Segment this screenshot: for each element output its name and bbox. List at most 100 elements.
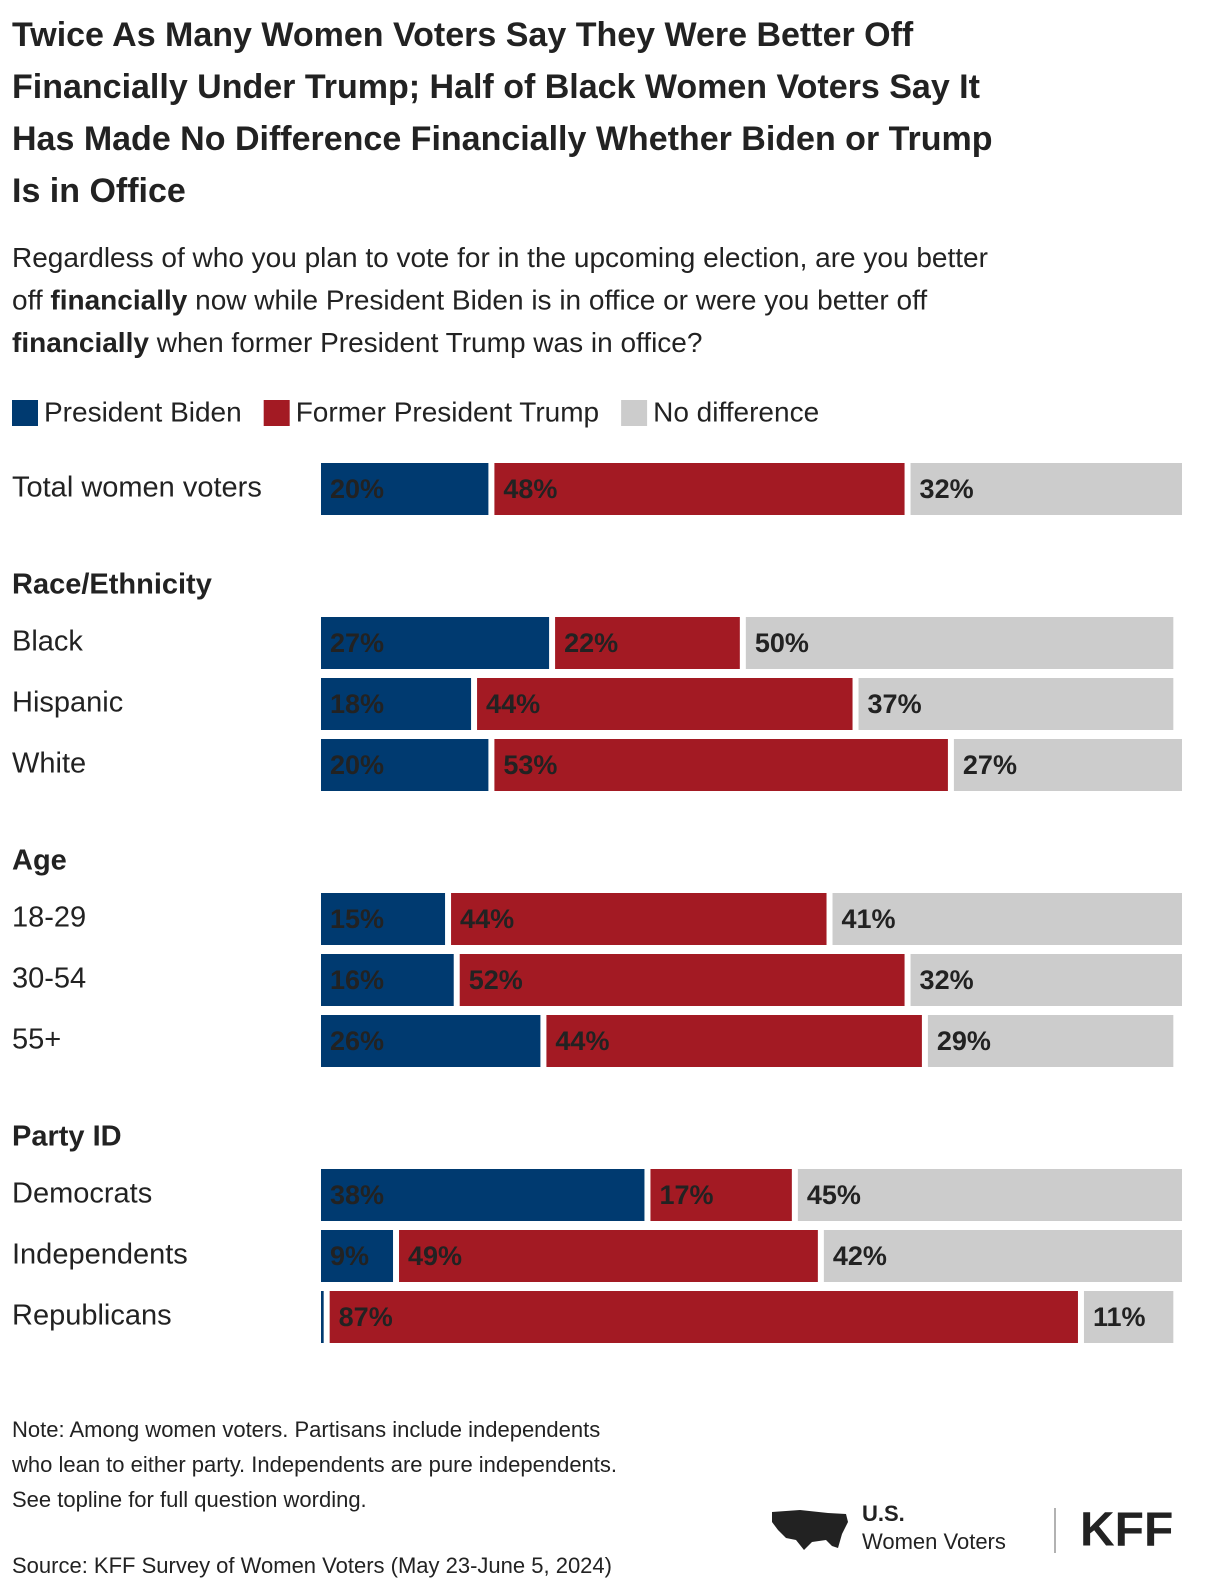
bar-segment	[321, 1169, 645, 1221]
value-label: 18%	[330, 689, 384, 719]
subtitle-text: now while President Biden is in office o…	[187, 285, 927, 316]
bar-segment	[329, 1291, 1078, 1343]
bar-segment	[858, 678, 1174, 730]
bar-segment	[494, 463, 905, 515]
bar-segment	[546, 1015, 922, 1067]
bar-segment	[832, 893, 1182, 945]
bar-segment	[953, 739, 1182, 791]
group-heading: Age	[12, 845, 67, 877]
chart-title: Is in Office	[12, 172, 186, 210]
value-label: 53%	[503, 750, 557, 780]
value-label: 20%	[330, 750, 384, 780]
category-label: White	[12, 748, 86, 780]
bar-segment	[823, 1230, 1182, 1282]
value-label: 22%	[564, 628, 618, 658]
subtitle: financially when former President Trump …	[12, 327, 702, 358]
subtitle-text: Regardless of who you plan to vote for i…	[12, 242, 988, 273]
subtitle: Regardless of who you plan to vote for i…	[12, 242, 988, 273]
source: Source: KFF Survey of Women Voters (May …	[12, 1553, 612, 1578]
value-label: 44%	[486, 689, 540, 719]
bar-segment	[910, 463, 1182, 515]
value-label: 50%	[755, 628, 809, 658]
chart-title: Financially Under Trump; Half of Black W…	[12, 68, 980, 106]
bar-segment	[321, 678, 472, 730]
value-label: 17%	[659, 1180, 713, 1210]
subtitle: off financially now while President Bide…	[12, 285, 927, 316]
badge-subtitle: Women Voters	[862, 1529, 1006, 1554]
value-label: 42%	[833, 1241, 887, 1271]
bar-segment	[321, 1230, 394, 1282]
us-map-icon	[772, 1510, 848, 1550]
bar-segment	[321, 463, 489, 515]
value-label: 27%	[963, 750, 1017, 780]
category-label: Republicans	[12, 1300, 172, 1332]
value-label: 87%	[339, 1302, 393, 1332]
bar-segment	[321, 739, 489, 791]
value-label: 27%	[330, 628, 384, 658]
legend-swatch	[263, 400, 290, 426]
value-label: 32%	[920, 965, 974, 995]
bar-segment	[451, 893, 827, 945]
legend-label: Former President Trump	[296, 396, 599, 427]
value-label: 38%	[330, 1180, 384, 1210]
bar-segment	[555, 617, 740, 669]
category-label: Hispanic	[12, 687, 123, 719]
value-label: 44%	[460, 904, 514, 934]
chart-title: Has Made No Difference Financially Wheth…	[12, 120, 993, 158]
bar-segment	[927, 1015, 1174, 1067]
bar-segment	[745, 617, 1174, 669]
bar-segment	[1083, 1291, 1174, 1343]
value-label: 26%	[330, 1026, 384, 1056]
chart-title: Twice As Many Women Voters Say They Were…	[12, 16, 914, 54]
category-label: Independents	[12, 1239, 188, 1271]
logo: KFF	[1080, 1504, 1173, 1557]
bar-segment	[321, 893, 446, 945]
note: who lean to either party. Independents a…	[11, 1452, 617, 1477]
legend-label: No difference	[653, 396, 819, 427]
subtitle-text: when former President Trump was in offic…	[149, 327, 703, 358]
subtitle-bold: financially	[50, 285, 187, 316]
value-label: 49%	[408, 1241, 462, 1271]
value-label: 15%	[330, 904, 384, 934]
value-label: 37%	[868, 689, 922, 719]
note: See topline for full question wording.	[12, 1487, 367, 1512]
value-label: 44%	[555, 1026, 609, 1056]
value-label: 45%	[807, 1180, 861, 1210]
bar-segment	[477, 678, 853, 730]
category-label: Democrats	[12, 1178, 152, 1210]
value-label: 41%	[842, 904, 896, 934]
category-label: Total women voters	[12, 472, 262, 504]
bar-segment	[459, 954, 905, 1006]
category-label: 30-54	[12, 963, 86, 995]
value-label: 20%	[330, 474, 384, 504]
category-label: Black	[12, 626, 83, 658]
legend-label: President Biden	[44, 396, 242, 427]
bar-segment	[797, 1169, 1182, 1221]
value-label: 32%	[920, 474, 974, 504]
value-label: 11%	[1093, 1302, 1146, 1332]
subtitle-bold: financially	[12, 327, 149, 358]
value-label: 29%	[937, 1026, 991, 1056]
group-heading: Race/Ethnicity	[12, 569, 212, 601]
bar-segment	[910, 954, 1182, 1006]
bar-segment	[399, 1230, 818, 1282]
value-label: 9%	[330, 1241, 369, 1271]
legend-swatch	[12, 400, 38, 426]
bar-segment	[321, 617, 550, 669]
badge-title: U.S.	[862, 1501, 905, 1526]
bar-segment	[494, 739, 948, 791]
note: Note: Among women voters. Partisans incl…	[12, 1417, 600, 1442]
category-label: 55+	[12, 1024, 61, 1056]
bar-segment	[321, 1015, 541, 1067]
subtitle-text: off	[12, 285, 50, 316]
bar-segment	[650, 1169, 792, 1221]
value-label: 16%	[330, 965, 384, 995]
category-label: 18-29	[12, 902, 86, 934]
legend-swatch	[621, 400, 648, 426]
value-label: 48%	[503, 474, 557, 504]
group-heading: Party ID	[12, 1121, 122, 1153]
bar-segment	[321, 954, 454, 1006]
value-label: 52%	[469, 965, 523, 995]
bar-segment	[321, 1291, 324, 1343]
